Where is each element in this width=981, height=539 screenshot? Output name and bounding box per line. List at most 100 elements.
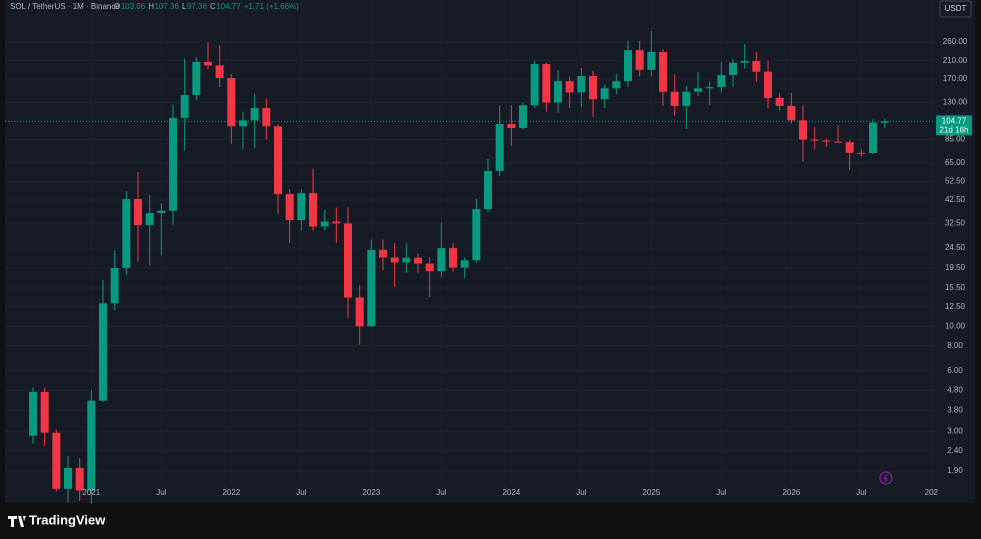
x-tick-label: 2023 <box>362 488 380 497</box>
candle-body <box>659 51 667 92</box>
candle-body <box>285 194 294 221</box>
symbol-title: SOL / TetherUS · 1M · Binance <box>10 2 120 11</box>
candle-body <box>99 303 107 401</box>
price-label-box <box>936 115 972 136</box>
events-bolt <box>883 473 888 483</box>
ohlc-value: 107.36 <box>154 2 179 11</box>
candle-body <box>390 257 399 263</box>
axis-labels: 260.00 210.00 170.00 130.00 85.00 65.00 52.50 4… <box>82 37 972 497</box>
candle-body <box>764 71 772 98</box>
candle-body <box>752 61 761 72</box>
candle-body <box>495 124 504 171</box>
candle-body <box>320 221 329 227</box>
candle-body <box>787 105 796 121</box>
candle-body <box>694 88 702 92</box>
price-label: 104.77 <box>942 116 967 125</box>
candle-body <box>624 50 632 82</box>
candle-body <box>612 81 621 89</box>
y-tick-label: 85.00 <box>945 135 966 144</box>
candle-body <box>379 249 387 258</box>
ohlc-change: +1.71 (+1.66%) <box>244 2 299 11</box>
candle-body <box>157 210 166 214</box>
plot-area <box>5 0 935 505</box>
candle-body <box>834 141 842 143</box>
candle-body <box>507 124 516 129</box>
ohlc-key: C <box>210 2 216 11</box>
candle-body <box>425 263 434 272</box>
y-tick-label: 15.50 <box>945 283 966 292</box>
candle-body <box>134 199 142 226</box>
x-tick-label: Jul <box>576 488 586 497</box>
x-tick-label: Jul <box>716 488 726 497</box>
candle-body <box>87 400 96 491</box>
candle-body <box>402 257 411 263</box>
y-tick-label: 4.80 <box>947 385 963 394</box>
candle-body <box>810 139 819 141</box>
x-tick-label: Jul <box>156 488 166 497</box>
currency[interactable]: USDT <box>945 4 967 13</box>
y-tick-label: 3.80 <box>947 406 963 415</box>
brand-logo[interactable]: TradingView <box>8 512 106 527</box>
x-tick-label: Jul <box>296 488 306 497</box>
candle-body <box>589 76 597 100</box>
y-tick-label: 19.50 <box>945 263 966 272</box>
ohlc-key: O <box>114 2 120 11</box>
candle-body <box>740 61 749 63</box>
candle-body <box>204 61 212 66</box>
ohlc-value: 104.77 <box>216 2 241 11</box>
x-tick-label: 2022 <box>222 488 240 497</box>
candle-body <box>169 117 177 211</box>
candle-body <box>670 91 679 106</box>
y-tick-label: 32.50 <box>945 219 966 228</box>
candle-body <box>250 108 259 121</box>
candle-body <box>449 248 457 268</box>
candle-body <box>332 221 341 224</box>
candle-body <box>52 432 61 489</box>
candle-body <box>309 193 317 227</box>
candle-body <box>145 213 154 226</box>
candle-body <box>344 223 352 298</box>
candle-body <box>577 76 586 93</box>
y-tick-label: 1.90 <box>947 466 963 475</box>
candle-body <box>180 95 189 118</box>
currency-button[interactable] <box>939 0 972 18</box>
events-icon[interactable] <box>879 471 893 485</box>
candle-body <box>215 65 224 79</box>
candle-body <box>600 88 609 100</box>
y-tick-label: 260.00 <box>943 37 968 46</box>
candle-body <box>799 120 807 140</box>
candle-body <box>682 91 691 106</box>
candle-body <box>64 467 72 489</box>
brand[interactable]: TradingView <box>29 512 106 527</box>
ohlc-value: 103.06 <box>121 2 146 11</box>
candle-body <box>460 260 469 268</box>
candle-body <box>519 105 527 129</box>
candle-body <box>227 78 236 127</box>
candle-body <box>274 126 282 195</box>
x-tick-label: 2025 <box>642 488 660 497</box>
y-tick-label: 3.00 <box>947 426 963 435</box>
candle-body <box>472 209 481 261</box>
y-tick-label: 210.00 <box>943 56 968 65</box>
y-tick-label: 42.50 <box>945 195 966 204</box>
candle-body <box>530 64 539 106</box>
candle-body <box>729 62 737 76</box>
ohlc-value: 97.38 <box>187 2 208 11</box>
y-tick-label: 2.40 <box>947 446 963 455</box>
y-tick-label: 130.00 <box>943 98 968 107</box>
ohlc-key: H <box>148 2 154 11</box>
y-tick-label: 6.00 <box>947 366 963 375</box>
candle-body <box>647 51 656 70</box>
y-tick-label: 170.00 <box>943 74 968 83</box>
ohlc-legend: O 103.06 H 107.36 L 97.38 C 104.77 +1.71 (+1.66%… <box>114 2 299 11</box>
x-tick-label: 2024 <box>502 488 520 497</box>
candle-body <box>775 97 784 106</box>
x-tick-label: 2026 <box>782 488 800 497</box>
candle-body <box>297 193 306 221</box>
y-tick-label: 12.50 <box>945 302 966 311</box>
candle-body <box>262 108 271 127</box>
candle-body <box>542 64 551 103</box>
candle-body <box>414 257 422 264</box>
x-tick-label: Jul <box>856 488 866 497</box>
